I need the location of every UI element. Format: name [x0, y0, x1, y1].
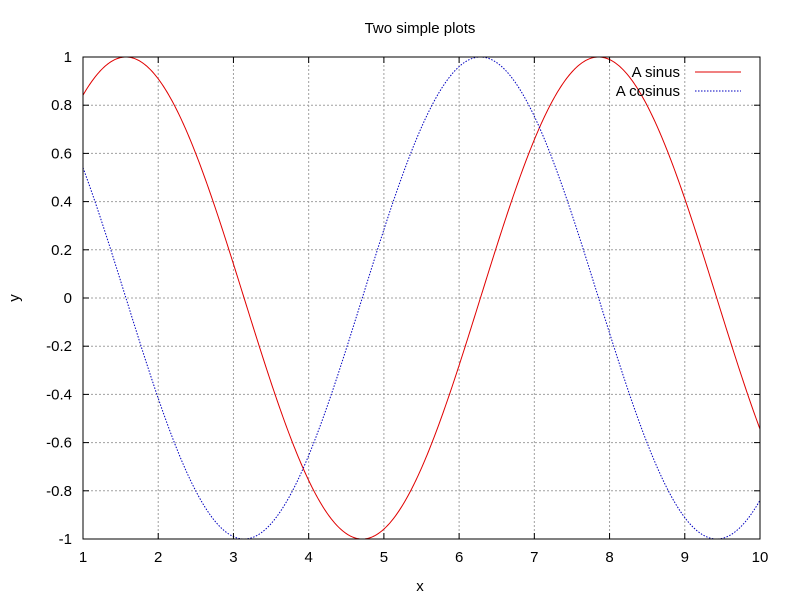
y-tick-label: -0.4: [46, 386, 72, 403]
series-layer: [82, 56, 761, 540]
series-line-a-cosinus: [82, 56, 761, 540]
x-tick-label: 7: [530, 549, 538, 566]
y-tick-label: 0: [64, 290, 72, 307]
x-axis-label: x: [416, 578, 424, 595]
y-tick-label: 0.8: [51, 97, 72, 114]
y-tick-label: -0.6: [46, 435, 72, 452]
legend-label-sinus: A sinus: [632, 64, 680, 81]
y-tick-label: 0.6: [51, 145, 72, 162]
y-tick-label: -1: [59, 531, 72, 548]
x-tick-label: 9: [681, 549, 689, 566]
y-tick-label: 0.2: [51, 242, 72, 259]
legend: A sinus A cosinus: [616, 64, 741, 100]
y-axis-label: y: [6, 294, 23, 302]
y-tick-label: 1: [64, 49, 72, 66]
x-tick-label: 1: [79, 549, 87, 566]
y-tick-label: 0.4: [51, 194, 72, 211]
y-tick-label: -0.2: [46, 338, 72, 355]
x-tick-label: 2: [154, 549, 162, 566]
ticks: 1 2 3 4 5 6 7 8 9 10 -1 -0.8 -0.6 -0.4 -0.2 0 0.2 0.4 0.6 0…: [46, 49, 768, 566]
y-tick-label: -0.8: [46, 483, 72, 500]
series-line-a-sinus: [82, 56, 761, 540]
x-tick-label: 4: [304, 549, 312, 566]
x-tick-label: 5: [380, 549, 388, 566]
x-tick-label: 8: [605, 549, 613, 566]
legend-label-cosinus: A cosinus: [616, 83, 680, 100]
x-tick-label: 3: [229, 549, 237, 566]
x-tick-label: 10: [752, 549, 769, 566]
x-tick-label: 6: [455, 549, 463, 566]
chart-title: Two simple plots: [365, 20, 476, 37]
